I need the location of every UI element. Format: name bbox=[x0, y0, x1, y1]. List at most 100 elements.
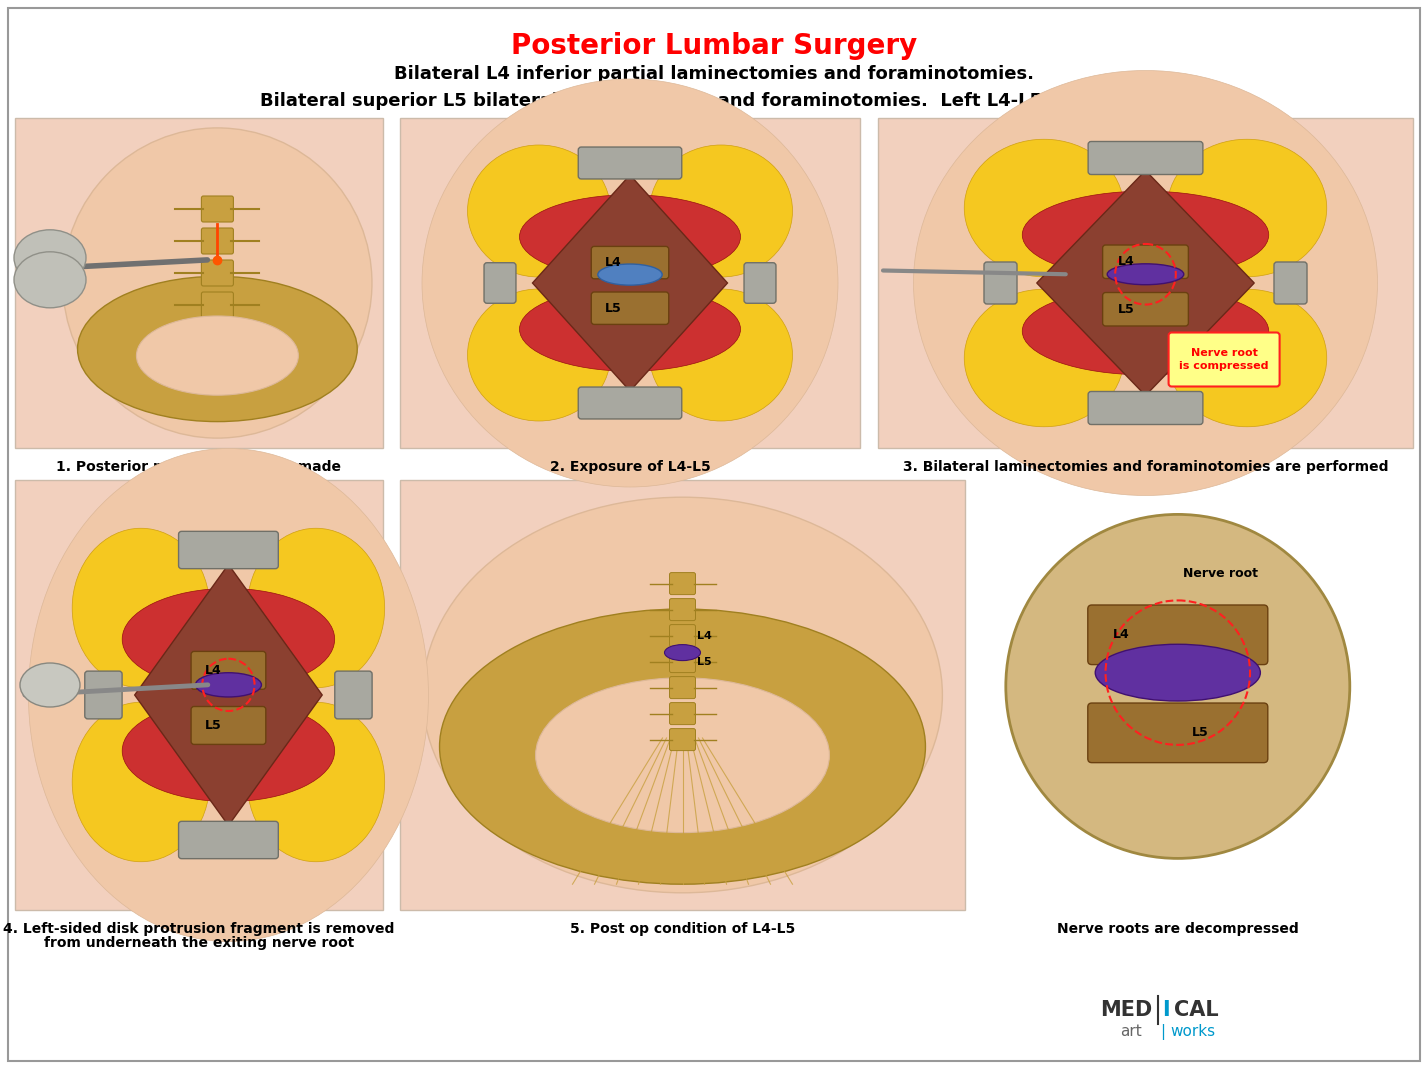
Ellipse shape bbox=[1022, 288, 1268, 375]
FancyBboxPatch shape bbox=[191, 707, 266, 744]
FancyBboxPatch shape bbox=[591, 292, 668, 324]
FancyBboxPatch shape bbox=[670, 624, 695, 647]
FancyBboxPatch shape bbox=[178, 821, 278, 858]
Ellipse shape bbox=[1167, 290, 1327, 427]
Text: Nerve roots are decompressed: Nerve roots are decompressed bbox=[1057, 921, 1298, 936]
FancyBboxPatch shape bbox=[591, 246, 668, 279]
Polygon shape bbox=[1037, 170, 1254, 396]
FancyBboxPatch shape bbox=[201, 356, 233, 382]
Text: L5: L5 bbox=[1118, 303, 1134, 315]
Bar bbox=[400, 118, 860, 448]
Text: Bilateral L4 inferior partial laminectomies and foraminotomies.: Bilateral L4 inferior partial laminectom… bbox=[394, 65, 1034, 83]
Ellipse shape bbox=[73, 702, 210, 862]
Text: Posterior Lumbar Surgery: Posterior Lumbar Surgery bbox=[511, 32, 917, 60]
FancyBboxPatch shape bbox=[1102, 245, 1188, 279]
FancyBboxPatch shape bbox=[201, 228, 233, 254]
FancyBboxPatch shape bbox=[178, 531, 278, 569]
Bar bbox=[16, 118, 383, 448]
Ellipse shape bbox=[520, 195, 741, 279]
Ellipse shape bbox=[914, 71, 1378, 496]
Ellipse shape bbox=[467, 145, 611, 277]
FancyBboxPatch shape bbox=[1274, 262, 1307, 304]
Polygon shape bbox=[134, 564, 323, 825]
FancyBboxPatch shape bbox=[984, 262, 1017, 304]
Ellipse shape bbox=[14, 252, 86, 308]
Text: works: works bbox=[1170, 1024, 1215, 1039]
Ellipse shape bbox=[20, 663, 80, 707]
Text: from underneath the exiting nerve root: from underneath the exiting nerve root bbox=[44, 936, 354, 950]
Bar bbox=[878, 118, 1412, 448]
Ellipse shape bbox=[467, 289, 611, 421]
Text: I: I bbox=[1162, 1000, 1170, 1020]
Ellipse shape bbox=[123, 700, 334, 802]
Ellipse shape bbox=[77, 277, 357, 421]
Ellipse shape bbox=[423, 497, 942, 893]
FancyBboxPatch shape bbox=[1088, 605, 1268, 665]
Text: L5: L5 bbox=[204, 719, 221, 732]
Ellipse shape bbox=[73, 528, 210, 687]
Text: L5: L5 bbox=[605, 301, 621, 314]
Text: art: art bbox=[1120, 1024, 1142, 1039]
Ellipse shape bbox=[650, 289, 793, 421]
Ellipse shape bbox=[1005, 514, 1349, 858]
Ellipse shape bbox=[1167, 139, 1327, 277]
Text: MED: MED bbox=[1100, 1000, 1152, 1020]
Ellipse shape bbox=[650, 145, 793, 277]
FancyBboxPatch shape bbox=[1102, 293, 1188, 326]
Text: Nerve root: Nerve root bbox=[1184, 567, 1258, 579]
Text: 1. Posterior midline incision is made: 1. Posterior midline incision is made bbox=[57, 460, 341, 474]
Text: 3. Bilateral laminectomies and foraminotomies are performed: 3. Bilateral laminectomies and foraminot… bbox=[902, 460, 1388, 474]
FancyBboxPatch shape bbox=[201, 196, 233, 222]
FancyBboxPatch shape bbox=[670, 573, 695, 594]
Text: L4: L4 bbox=[605, 257, 621, 269]
Polygon shape bbox=[533, 175, 727, 391]
FancyBboxPatch shape bbox=[201, 324, 233, 350]
Text: |: | bbox=[1160, 1024, 1165, 1040]
Ellipse shape bbox=[964, 290, 1124, 427]
Ellipse shape bbox=[664, 645, 701, 661]
FancyBboxPatch shape bbox=[670, 599, 695, 621]
Text: L5: L5 bbox=[1191, 726, 1208, 740]
Ellipse shape bbox=[247, 702, 384, 862]
Ellipse shape bbox=[123, 588, 334, 690]
FancyBboxPatch shape bbox=[84, 671, 123, 718]
Ellipse shape bbox=[440, 609, 925, 884]
FancyBboxPatch shape bbox=[670, 729, 695, 750]
Ellipse shape bbox=[536, 678, 830, 833]
Ellipse shape bbox=[598, 264, 663, 285]
FancyBboxPatch shape bbox=[1088, 703, 1268, 762]
Ellipse shape bbox=[1095, 645, 1261, 701]
Text: 5. Post op condition of L4-L5: 5. Post op condition of L4-L5 bbox=[570, 921, 795, 936]
Ellipse shape bbox=[1107, 264, 1184, 284]
Ellipse shape bbox=[196, 672, 261, 697]
FancyBboxPatch shape bbox=[578, 387, 681, 419]
FancyBboxPatch shape bbox=[578, 148, 681, 179]
Text: L4: L4 bbox=[1112, 629, 1130, 641]
Bar bbox=[400, 480, 965, 910]
FancyBboxPatch shape bbox=[334, 671, 373, 718]
Text: L4: L4 bbox=[697, 631, 713, 640]
Ellipse shape bbox=[423, 79, 838, 487]
FancyBboxPatch shape bbox=[201, 260, 233, 286]
Ellipse shape bbox=[63, 128, 371, 438]
Ellipse shape bbox=[29, 449, 428, 942]
FancyBboxPatch shape bbox=[1088, 141, 1202, 174]
Ellipse shape bbox=[520, 288, 741, 371]
FancyBboxPatch shape bbox=[744, 263, 775, 304]
Ellipse shape bbox=[1022, 191, 1268, 279]
Text: L4: L4 bbox=[1118, 255, 1134, 268]
FancyBboxPatch shape bbox=[670, 702, 695, 725]
Ellipse shape bbox=[247, 528, 384, 687]
FancyBboxPatch shape bbox=[484, 263, 516, 304]
Text: CAL: CAL bbox=[1174, 1000, 1218, 1020]
Text: L4: L4 bbox=[204, 664, 221, 677]
Text: L5: L5 bbox=[697, 656, 713, 667]
Text: 4. Left-sided disk protrusion fragment is removed: 4. Left-sided disk protrusion fragment i… bbox=[3, 921, 394, 936]
Ellipse shape bbox=[137, 316, 298, 396]
FancyBboxPatch shape bbox=[1168, 332, 1279, 387]
Text: 2. Exposure of L4-L5: 2. Exposure of L4-L5 bbox=[550, 460, 710, 474]
FancyBboxPatch shape bbox=[670, 651, 695, 672]
Bar bbox=[16, 480, 383, 910]
Ellipse shape bbox=[14, 230, 86, 285]
Text: Bilateral superior L5 bilateral laminectomies and foraminotomies.  Left L4-L5 di: Bilateral superior L5 bilateral laminect… bbox=[260, 92, 1168, 110]
